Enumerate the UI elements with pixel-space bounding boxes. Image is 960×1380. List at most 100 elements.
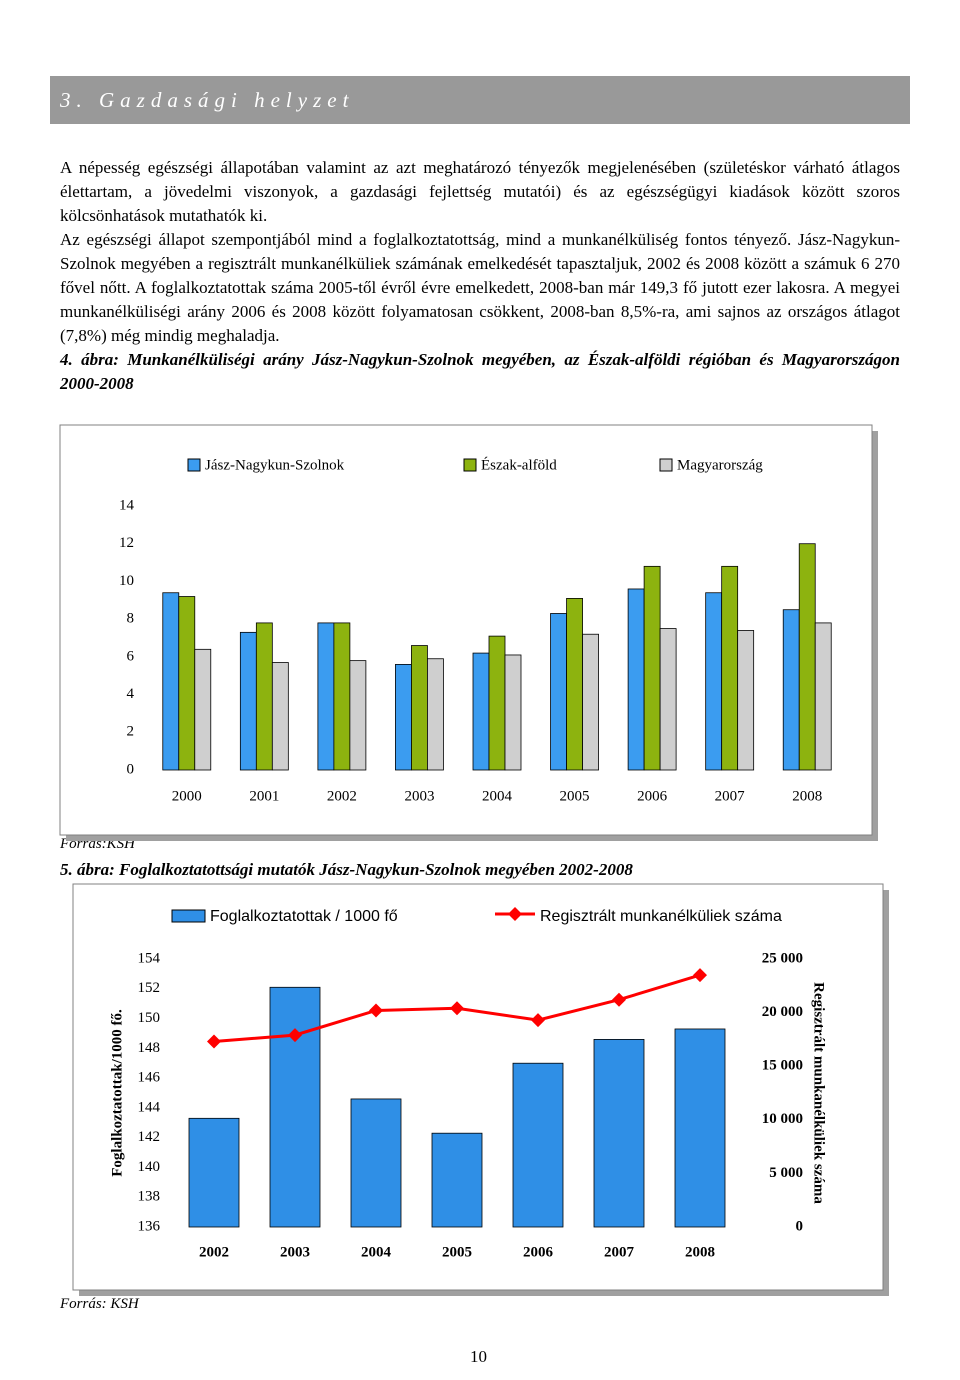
figure-caption: 5. ábra: Foglalkoztatottsági mutatók Jás… — [60, 860, 633, 879]
marker — [531, 1013, 545, 1028]
y-axis-title: Foglalkoztatottak/1000 fő. — [109, 1009, 125, 1177]
y-tick-label: 148 — [138, 1040, 161, 1056]
bar — [427, 658, 444, 771]
x-tick-label: 2002 — [327, 788, 357, 804]
x-tick-label: 2000 — [172, 788, 202, 804]
y-tick-label: 6 — [127, 648, 135, 664]
bar — [798, 543, 816, 771]
y2-axis-title: Regisztrált munkanélküliek száma — [811, 982, 827, 1204]
y2-tick-label: 25 000 — [762, 950, 803, 966]
y2-tick-label: 10 000 — [762, 1111, 803, 1127]
bar — [188, 1117, 240, 1228]
y-tick-label: 4 — [127, 686, 135, 702]
x-tick-label: 2004 — [482, 788, 513, 804]
x-tick-label: 2004 — [361, 1244, 392, 1260]
y2-tick-label: 0 — [796, 1218, 804, 1234]
bar — [395, 664, 412, 771]
bar — [488, 635, 506, 771]
marker — [288, 1028, 302, 1043]
bar — [814, 622, 832, 771]
y-tick-label: 142 — [138, 1129, 161, 1145]
frame — [72, 883, 884, 1291]
y-tick-label: 146 — [138, 1070, 161, 1086]
y-tick-label: 0 — [127, 761, 135, 777]
x-tick-label: 2008 — [685, 1244, 715, 1260]
bar — [349, 660, 367, 771]
y-tick-label: 144 — [138, 1099, 161, 1115]
legend-label: Foglalkoztatottak / 1000 fő — [210, 908, 398, 925]
x-tick-label: 2007 — [715, 788, 746, 804]
bar — [239, 631, 257, 771]
y-tick-label: 154 — [138, 950, 161, 966]
bar — [504, 654, 522, 771]
legend-label: Észak-alföld — [481, 456, 557, 473]
bar — [512, 1062, 564, 1228]
bar — [566, 598, 583, 771]
paragraph: Az egészségi állapot szempontjából mind … — [60, 230, 900, 345]
legend-swatch — [659, 458, 673, 472]
x-tick-label: 2002 — [199, 1244, 229, 1260]
bar — [350, 1098, 402, 1228]
bar — [643, 565, 661, 771]
bar — [411, 645, 428, 771]
bar — [271, 662, 289, 771]
x-tick-label: 2008 — [792, 788, 822, 804]
legend-label: Regisztrált munkanélküliek száma — [540, 908, 782, 925]
bar — [162, 592, 180, 771]
legend-label: Magyarország — [677, 457, 763, 473]
legend-swatch — [187, 458, 201, 472]
bar — [317, 622, 335, 771]
y2-tick-label: 15 000 — [762, 1058, 803, 1074]
figure-caption: 4. ábra: Munkanélküliségi arány Jász-Nag… — [60, 350, 900, 393]
x-tick-label: 2007 — [604, 1244, 635, 1260]
bar — [178, 596, 196, 771]
y-tick-label: 150 — [138, 1010, 161, 1026]
bar — [431, 1132, 483, 1228]
bar — [333, 622, 351, 771]
section-header: 3. Gazdasági helyzet — [50, 76, 910, 124]
page-number: 10 — [470, 1347, 487, 1366]
x-tick-label: 2006 — [637, 788, 668, 804]
paragraph: A népesség egészségi állapotában valamin… — [60, 158, 900, 225]
y-tick-label: 138 — [138, 1189, 161, 1205]
x-tick-label: 2003 — [404, 788, 434, 804]
bar — [582, 633, 599, 771]
bar — [627, 588, 645, 771]
y-tick-label: 152 — [138, 980, 161, 996]
x-tick-label: 2005 — [560, 788, 590, 804]
legend-label: Jász-Nagykun-Szolnok — [205, 457, 345, 473]
legend-swatch — [463, 458, 477, 472]
bar — [269, 986, 321, 1228]
y2-tick-label: 20 000 — [762, 1004, 803, 1020]
legend-marker — [508, 907, 522, 921]
marker — [369, 1003, 383, 1018]
bar — [705, 592, 723, 771]
x-tick-label: 2001 — [249, 788, 279, 804]
marker — [693, 968, 707, 983]
bar — [659, 628, 677, 771]
y-tick-label: 14 — [119, 497, 135, 513]
y-tick-label: 140 — [138, 1159, 161, 1175]
y-tick-label: 136 — [138, 1218, 161, 1234]
y2-tick-label: 5 000 — [769, 1165, 803, 1181]
bar — [737, 630, 755, 771]
y-tick-label: 12 — [119, 535, 134, 551]
bar — [721, 565, 739, 771]
source: Forrás: KSH — [60, 1296, 139, 1312]
bar — [593, 1039, 645, 1228]
x-tick-label: 2003 — [280, 1244, 310, 1260]
marker — [207, 1034, 221, 1049]
bar — [550, 613, 567, 771]
body-text: A népesség egészségi állapotában valamin… — [60, 156, 900, 396]
bar — [782, 609, 800, 771]
y-tick-label: 2 — [127, 724, 135, 740]
x-tick-label: 2005 — [442, 1244, 472, 1260]
legend-swatch — [171, 909, 206, 923]
y-tick-label: 8 — [127, 611, 135, 627]
marker — [612, 992, 626, 1007]
x-tick-label: 2006 — [523, 1244, 554, 1260]
bar — [472, 652, 490, 771]
bar — [674, 1028, 726, 1228]
